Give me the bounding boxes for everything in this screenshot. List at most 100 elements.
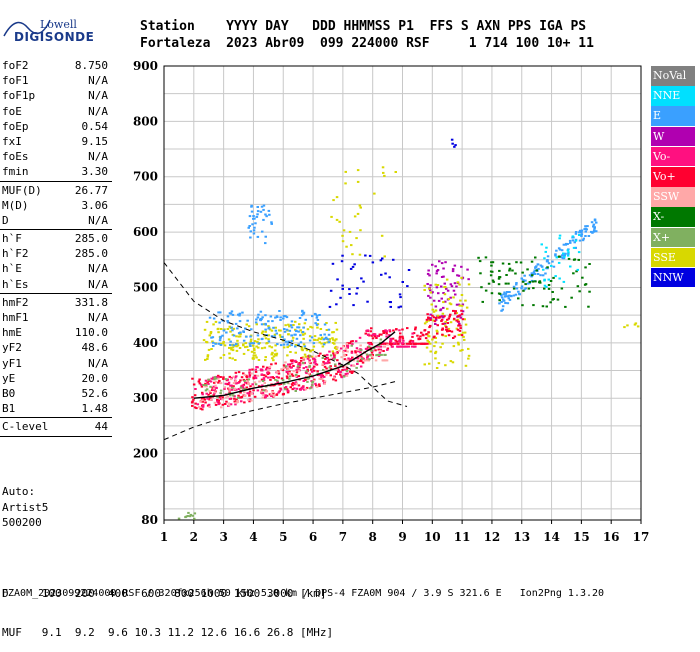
echo-point xyxy=(429,317,432,320)
x-tick-label: 15 xyxy=(573,530,590,544)
echo-point xyxy=(333,355,336,358)
echo-point xyxy=(278,390,281,393)
echo-point xyxy=(191,514,195,517)
echo-point xyxy=(348,293,351,295)
echo-point xyxy=(214,403,218,406)
echo-point xyxy=(304,388,308,391)
echo-point xyxy=(371,355,374,358)
echo-point xyxy=(484,256,488,259)
echo-point xyxy=(257,385,261,388)
echo-point xyxy=(284,324,287,327)
echo-point xyxy=(263,382,266,384)
echo-point xyxy=(206,355,209,358)
echo-point xyxy=(560,287,564,290)
echo-point xyxy=(438,260,441,263)
echo-point xyxy=(220,328,223,330)
echo-point xyxy=(227,383,230,386)
echo-point xyxy=(267,209,271,212)
echo-point xyxy=(543,287,546,290)
echo-point xyxy=(555,256,558,259)
echo-point xyxy=(374,349,377,352)
echo-point xyxy=(428,287,431,290)
echo-point xyxy=(429,342,432,345)
echo-point xyxy=(199,383,203,386)
echo-point xyxy=(395,340,398,343)
param-value: 3.30 xyxy=(81,165,109,179)
echo-point xyxy=(261,396,264,399)
echo-point xyxy=(302,343,306,346)
echo-point xyxy=(399,296,402,299)
echo-point xyxy=(376,335,379,338)
echo-point xyxy=(308,355,312,357)
echo-point xyxy=(219,382,223,385)
echo-point xyxy=(328,366,331,369)
echo-point xyxy=(574,231,578,233)
echo-point xyxy=(561,254,564,257)
echo-point xyxy=(307,372,311,375)
echo-point xyxy=(318,385,321,387)
echo-point xyxy=(338,349,341,352)
echo-point xyxy=(572,246,576,249)
echo-point xyxy=(445,287,448,290)
echo-point xyxy=(201,393,204,396)
echo-point xyxy=(219,376,222,378)
echo-point xyxy=(492,280,495,283)
echo-point xyxy=(300,357,303,359)
y-tick-label: 900 xyxy=(133,59,158,73)
echo-point xyxy=(206,354,210,357)
echo-point xyxy=(252,342,255,345)
echo-point xyxy=(508,291,511,293)
echo-point xyxy=(254,354,257,357)
echo-point xyxy=(314,360,317,363)
echo-point xyxy=(219,356,223,359)
echo-point xyxy=(191,377,194,380)
echo-point xyxy=(331,262,335,265)
echo-point xyxy=(579,229,582,232)
echo-point xyxy=(401,337,405,340)
echo-point xyxy=(355,347,359,350)
echo-point xyxy=(313,338,316,341)
echo-point xyxy=(256,235,260,238)
echo-point xyxy=(276,379,279,382)
echo-point xyxy=(557,255,560,258)
echo-point xyxy=(584,225,587,228)
echo-point xyxy=(440,276,444,278)
echo-point xyxy=(329,374,332,377)
echo-point xyxy=(214,320,218,323)
echo-point xyxy=(351,343,354,346)
echo-point xyxy=(406,285,409,288)
echo-point xyxy=(443,282,446,285)
echo-point xyxy=(311,326,314,329)
echo-point xyxy=(311,315,314,318)
echo-point xyxy=(245,374,248,377)
echo-point xyxy=(389,340,392,343)
echo-point xyxy=(310,368,313,371)
echo-point xyxy=(284,361,287,364)
echo-point xyxy=(327,333,331,336)
echo-point xyxy=(399,345,403,348)
echo-point xyxy=(444,261,447,264)
echo-point xyxy=(299,341,303,344)
echo-point xyxy=(264,213,267,216)
echo-point xyxy=(331,350,335,353)
x-tick-label: 9 xyxy=(398,530,406,544)
echo-point xyxy=(270,395,273,397)
echo-point xyxy=(454,144,457,147)
echo-point xyxy=(239,331,242,334)
echo-point xyxy=(276,371,279,374)
echo-point xyxy=(240,396,243,399)
echo-point xyxy=(282,366,286,369)
echo-point xyxy=(498,276,502,279)
echo-point xyxy=(252,356,255,359)
echo-point xyxy=(344,170,347,173)
echo-point xyxy=(259,310,263,313)
echo-point xyxy=(328,338,332,341)
echo-point xyxy=(335,328,339,331)
param-value: N/A xyxy=(88,277,108,291)
echo-point xyxy=(191,400,194,403)
echo-point xyxy=(297,363,300,366)
echo-point xyxy=(186,515,189,517)
echo-point xyxy=(563,255,566,258)
echo-point xyxy=(209,392,212,395)
echo-point xyxy=(572,272,575,275)
